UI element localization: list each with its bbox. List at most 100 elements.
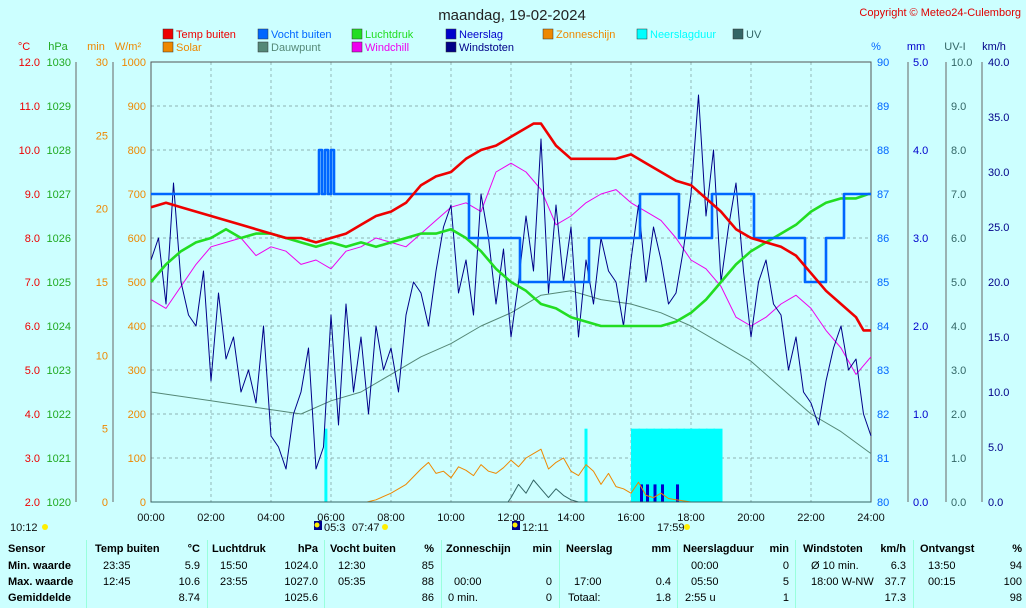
stats-neerslag-title: Neerslag [566,543,613,555]
axis-tick-humidity: 84 [877,321,889,333]
moon-phase-icon [512,522,518,528]
stats-ontvangst-max-time: 00:15 [928,576,956,588]
rain-bar [676,484,679,502]
axis-tick-humidity: 82 [877,409,889,421]
stats-ontvangst-min-time: 13:50 [928,560,956,572]
axis-tick-pressure: 1026 [47,233,71,245]
stats-neerslagduur-title: Neerslagduur [683,543,754,555]
stats-vocht-buiten-max-value: 88 [421,576,434,588]
stats-row-labels: Sensor Min. waarde Max. waarde Gemiddeld… [0,540,86,608]
stats-column-divider [677,540,678,608]
stats-label-avg: Gemiddelde [8,592,71,604]
axis-tick-wind: 10.0 [988,387,1009,399]
stats-neerslag-avg-label: Totaal: [568,592,601,604]
copyright-label: Copyright © Meteo24-Culemborg [859,7,1021,19]
axis-tick-wind: 0.0 [988,497,1003,509]
stats-ontvangst-title: Ontvangst [920,543,975,555]
axis-tick-pressure: 1022 [47,409,71,421]
axis-tick-humidity: 88 [877,145,889,157]
axis-tick-temp: 10.0 [19,145,40,157]
legend-label-gust: Windstoten [459,42,514,54]
rain-bar [653,484,657,502]
legend-label-humidity: Vocht buiten [271,29,332,41]
axis-tick-solar: 700 [128,189,146,201]
legend-label-rainduration: Neerslagduur [650,29,716,41]
stats-neerslagduur-max-time: 05:50 [691,576,719,588]
axis-tick-wind: 5.0 [988,442,1003,454]
axis-tick-uv: 9.0 [951,101,966,113]
axis-tick-pressure: 1030 [47,57,71,69]
stats-label-sensor: Sensor [8,543,46,555]
stats-zonneschijn-avg-value: 0 [545,592,552,604]
axis-tick-humidity: 80 [877,497,889,509]
series-line-uv [151,479,871,503]
axis-tick-pressure: 1027 [47,189,71,201]
moon-phase-icon [314,522,320,528]
axis-tick-pressure: 1021 [47,453,71,465]
stats-temp-buiten-unit: °C [187,543,200,555]
legend-label-sun: Zonneschijn [556,29,615,41]
series-line-dauwpunt [150,290,872,455]
rainduration-bar [676,428,685,502]
stats-column-divider [441,540,442,608]
stats-neerslagduur-max-value: 5 [782,576,789,588]
stats-ontvangst-max-value: 100 [1003,576,1022,588]
axis-tick-rain: 3.0 [913,233,928,245]
axis-tick-uv: 4.0 [951,321,966,333]
axis-tick-temp: 4.0 [25,409,40,421]
axis-tick-solar: 800 [128,145,146,157]
axis-tick-rain: 5.0 [913,57,928,69]
stats-windstoten-min-time: Ø 10 min. [811,560,859,572]
legend-swatch-solar [162,41,174,53]
stats-luchtdruk-unit: hPa [297,543,318,555]
stats-vocht-buiten-max-time: 05:35 [338,576,366,588]
axis-tick-uv: 3.0 [951,365,966,377]
sun-icon [382,524,388,530]
legend-swatch-sun [542,28,554,40]
axis-unit-minutes: min [87,41,105,53]
stats-windstoten-max-time: 18:00 W-NW [811,576,874,588]
stats-neerslag-max-time: 17:00 [574,576,602,588]
stats-temp-buiten-min-time: 23:35 [103,560,131,572]
legend-label-windchill: Windchill [365,42,409,54]
axis-tick-rain: 0.0 [913,497,928,509]
sun-icon [684,524,690,530]
axis-tick-solar: 500 [128,277,146,289]
stats-zonneschijn-title: Zonneschijn [446,543,511,555]
stats-neerslagduur-min-time: 00:00 [691,560,719,572]
stats-zonneschijn-max-value: 0 [545,576,552,588]
stats-temp-buiten-min-value: 5.9 [184,560,200,572]
stats-column-divider [559,540,560,608]
axis-tick-minutes: 20 [96,204,108,216]
stats-ontvangst-min-value: 94 [1009,560,1022,572]
axis-tick-wind: 20.0 [988,277,1009,289]
axis-tick-solar: 200 [128,409,146,421]
sun-icon [42,524,48,530]
axis-tick-minutes: 10 [96,350,108,362]
stats-column-divider [795,540,796,608]
legend-label-pressure: Luchtdruk [365,29,414,41]
x-tick-label: 22:00 [797,512,825,524]
stats-luchtdruk-min-value: 1024.0 [284,560,318,572]
axis-tick-temp: 6.0 [25,321,40,333]
rainduration-bar [691,428,700,502]
series-line-windchill [150,162,872,375]
axis-tick-rain: 2.0 [913,321,928,333]
axis-tick-minutes: 0 [102,497,108,509]
axis-tick-uv: 8.0 [951,145,966,157]
stats-windstoten-title: Windstoten [803,543,863,555]
x-axis: 00:00 02:00 04:00 06:00 08:00 10:00 12:00 14:00… [137,512,885,524]
x-tick-label: 20:00 [737,512,765,524]
series-line-windstoten [150,94,872,470]
strip-time-left: 10:12 [10,522,38,534]
axis-tick-pressure: 1024 [47,321,71,333]
chart-background [0,0,1026,540]
axis-tick-rain: 4.0 [913,145,928,157]
stats-neerslag-max-value: 0.4 [655,576,671,588]
line-series [150,94,872,503]
axis-unit-temp: °C [18,41,30,53]
series-line-solar [151,448,871,503]
axis-tick-solar: 600 [128,233,146,245]
stats-neerslagduur-avg-label: 2:55 u [685,592,716,604]
